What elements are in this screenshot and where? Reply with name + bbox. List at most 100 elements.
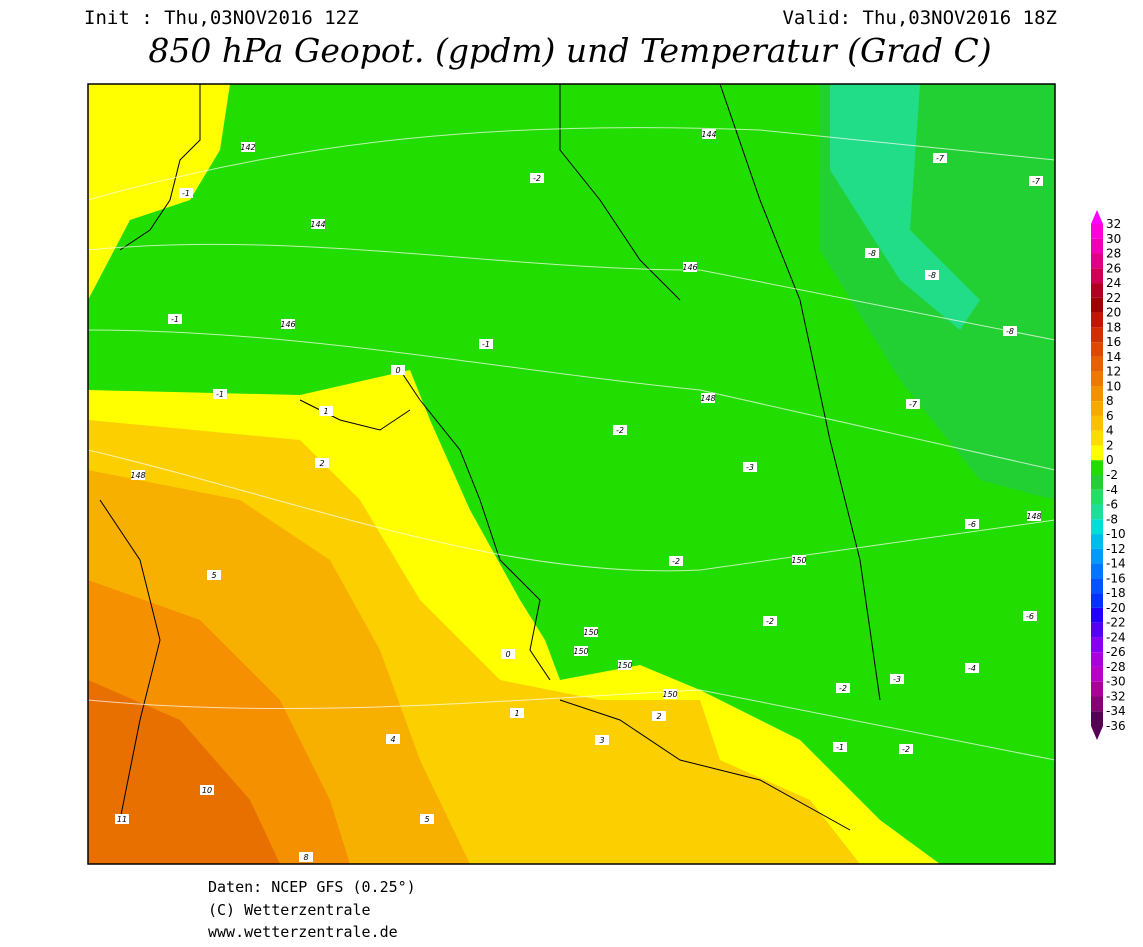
- map-label: 2: [656, 712, 661, 721]
- colorbar-swatch: [1091, 386, 1103, 402]
- colorbar-label: 28: [1106, 247, 1121, 261]
- colorbar-swatch: [1091, 489, 1103, 505]
- colorbar-label: -10: [1106, 527, 1126, 541]
- colorbar-label: -30: [1106, 675, 1126, 689]
- colorbar-label: -18: [1106, 586, 1126, 600]
- colorbar-label: 0: [1106, 453, 1114, 467]
- colorbar-swatch: [1091, 460, 1103, 475]
- map-label-box: [179, 188, 193, 198]
- colorbar-label: 20: [1106, 306, 1121, 320]
- map-label: -7: [1032, 177, 1041, 186]
- map-label-box: [574, 646, 588, 656]
- map-labels: 142144146146148148148150150150150150144-…: [115, 129, 1043, 862]
- colorbar: 32302826242220181614121086420-2-4-6-8-10…: [1091, 210, 1126, 740]
- colorbar-swatch: [1091, 475, 1103, 490]
- colorbar-swatch: [1091, 652, 1103, 667]
- map-label: -2: [902, 745, 910, 754]
- colorbar-label: -12: [1106, 542, 1126, 556]
- colorbar-swatch: [1091, 415, 1103, 431]
- map-label: 148: [1026, 512, 1041, 521]
- map-label: 11: [117, 815, 127, 824]
- map-label-box: [865, 248, 879, 258]
- map-label: 3: [599, 736, 604, 745]
- map-label: -2: [672, 557, 680, 566]
- colorbar-label: 24: [1106, 276, 1121, 290]
- colorbar-label: 32: [1106, 217, 1121, 231]
- colorbar-swatch: [1091, 607, 1103, 623]
- map-label: -2: [766, 617, 774, 626]
- map-label-box: [702, 129, 716, 139]
- map-label-box: [613, 425, 627, 435]
- map-label: 142: [240, 143, 255, 152]
- map-label: 150: [617, 661, 632, 670]
- init-time: Init : Thu,03NOV2016 12Z: [84, 7, 359, 29]
- colorbar-label: -2: [1106, 468, 1118, 482]
- map-label: 150: [573, 647, 588, 656]
- data-source: Daten: NCEP GFS (0.25°): [208, 878, 416, 896]
- map-label-box: [899, 744, 913, 754]
- map-label-box: [131, 470, 145, 480]
- map-label-box: [479, 339, 493, 349]
- map-label-box: [906, 399, 920, 409]
- map-label-box: [1003, 326, 1017, 336]
- map-label-box: [319, 406, 333, 416]
- warm-zone: [88, 84, 230, 300]
- map-label-box: [595, 735, 609, 745]
- map-label-box: [299, 852, 313, 862]
- map-label-box: [652, 711, 666, 721]
- map-label: 150: [662, 690, 677, 699]
- map-label-box: [315, 458, 329, 468]
- map-label: -7: [936, 154, 945, 163]
- colorbar-arrow-top: [1091, 210, 1103, 224]
- map-label: 148: [700, 394, 715, 403]
- map-label-box: [1027, 511, 1041, 521]
- map-label: 5: [211, 571, 216, 580]
- map-label: 148: [130, 471, 145, 480]
- map-label: -8: [928, 271, 936, 280]
- colorbar-swatch: [1091, 666, 1103, 682]
- copyright: (C) Wetterzentrale: [208, 901, 371, 919]
- map-label-box: [965, 663, 979, 673]
- colorbar-label: -16: [1106, 571, 1126, 585]
- map-label: 10: [202, 786, 212, 795]
- map-label: -1: [216, 390, 224, 399]
- map-label-box: [311, 219, 325, 229]
- colorbar-swatch: [1091, 534, 1103, 549]
- colorbar-swatch: [1091, 342, 1103, 357]
- colorbar-swatch: [1091, 445, 1103, 461]
- colorbar-swatch: [1091, 297, 1103, 313]
- colorbar-swatch: [1091, 504, 1103, 520]
- map-label: -1: [171, 315, 179, 324]
- colorbar-swatch: [1091, 224, 1103, 239]
- map-label-box: [701, 393, 715, 403]
- map-label: 4: [390, 735, 395, 744]
- map-label-box: [1029, 176, 1043, 186]
- colorbar-swatch: [1091, 578, 1103, 594]
- colorbar-swatch: [1091, 711, 1103, 726]
- colorbar-swatch: [1091, 371, 1103, 387]
- map-label-box: [200, 785, 214, 795]
- colorbar-label: -8: [1106, 512, 1118, 526]
- map-label-box: [763, 616, 777, 626]
- map-label: 146: [682, 263, 697, 272]
- map: 142144146146148148148150150150150150144-…: [87, 83, 1056, 865]
- map-label: -4: [968, 664, 976, 673]
- colorbar-label: 22: [1106, 291, 1121, 305]
- colorbar-label: 4: [1106, 424, 1114, 438]
- map-label-box: [833, 742, 847, 752]
- colorbar-swatch: [1091, 622, 1103, 638]
- map-label-box: [281, 319, 295, 329]
- map-frame: [87, 83, 1056, 865]
- map-label: -2: [839, 684, 847, 693]
- colorbar-label: -36: [1106, 719, 1126, 733]
- map-label-box: [618, 660, 632, 670]
- colorbar-swatch: [1091, 637, 1103, 653]
- map-label: 1: [514, 709, 519, 718]
- map-label: -2: [533, 174, 541, 183]
- colorbar-swatch: [1091, 519, 1103, 535]
- colorbar-swatch: [1091, 563, 1103, 579]
- colorbar-label: -32: [1106, 689, 1126, 703]
- colorbar-label: 12: [1106, 365, 1121, 379]
- map-label: -3: [893, 675, 901, 684]
- map-label: 144: [310, 220, 325, 229]
